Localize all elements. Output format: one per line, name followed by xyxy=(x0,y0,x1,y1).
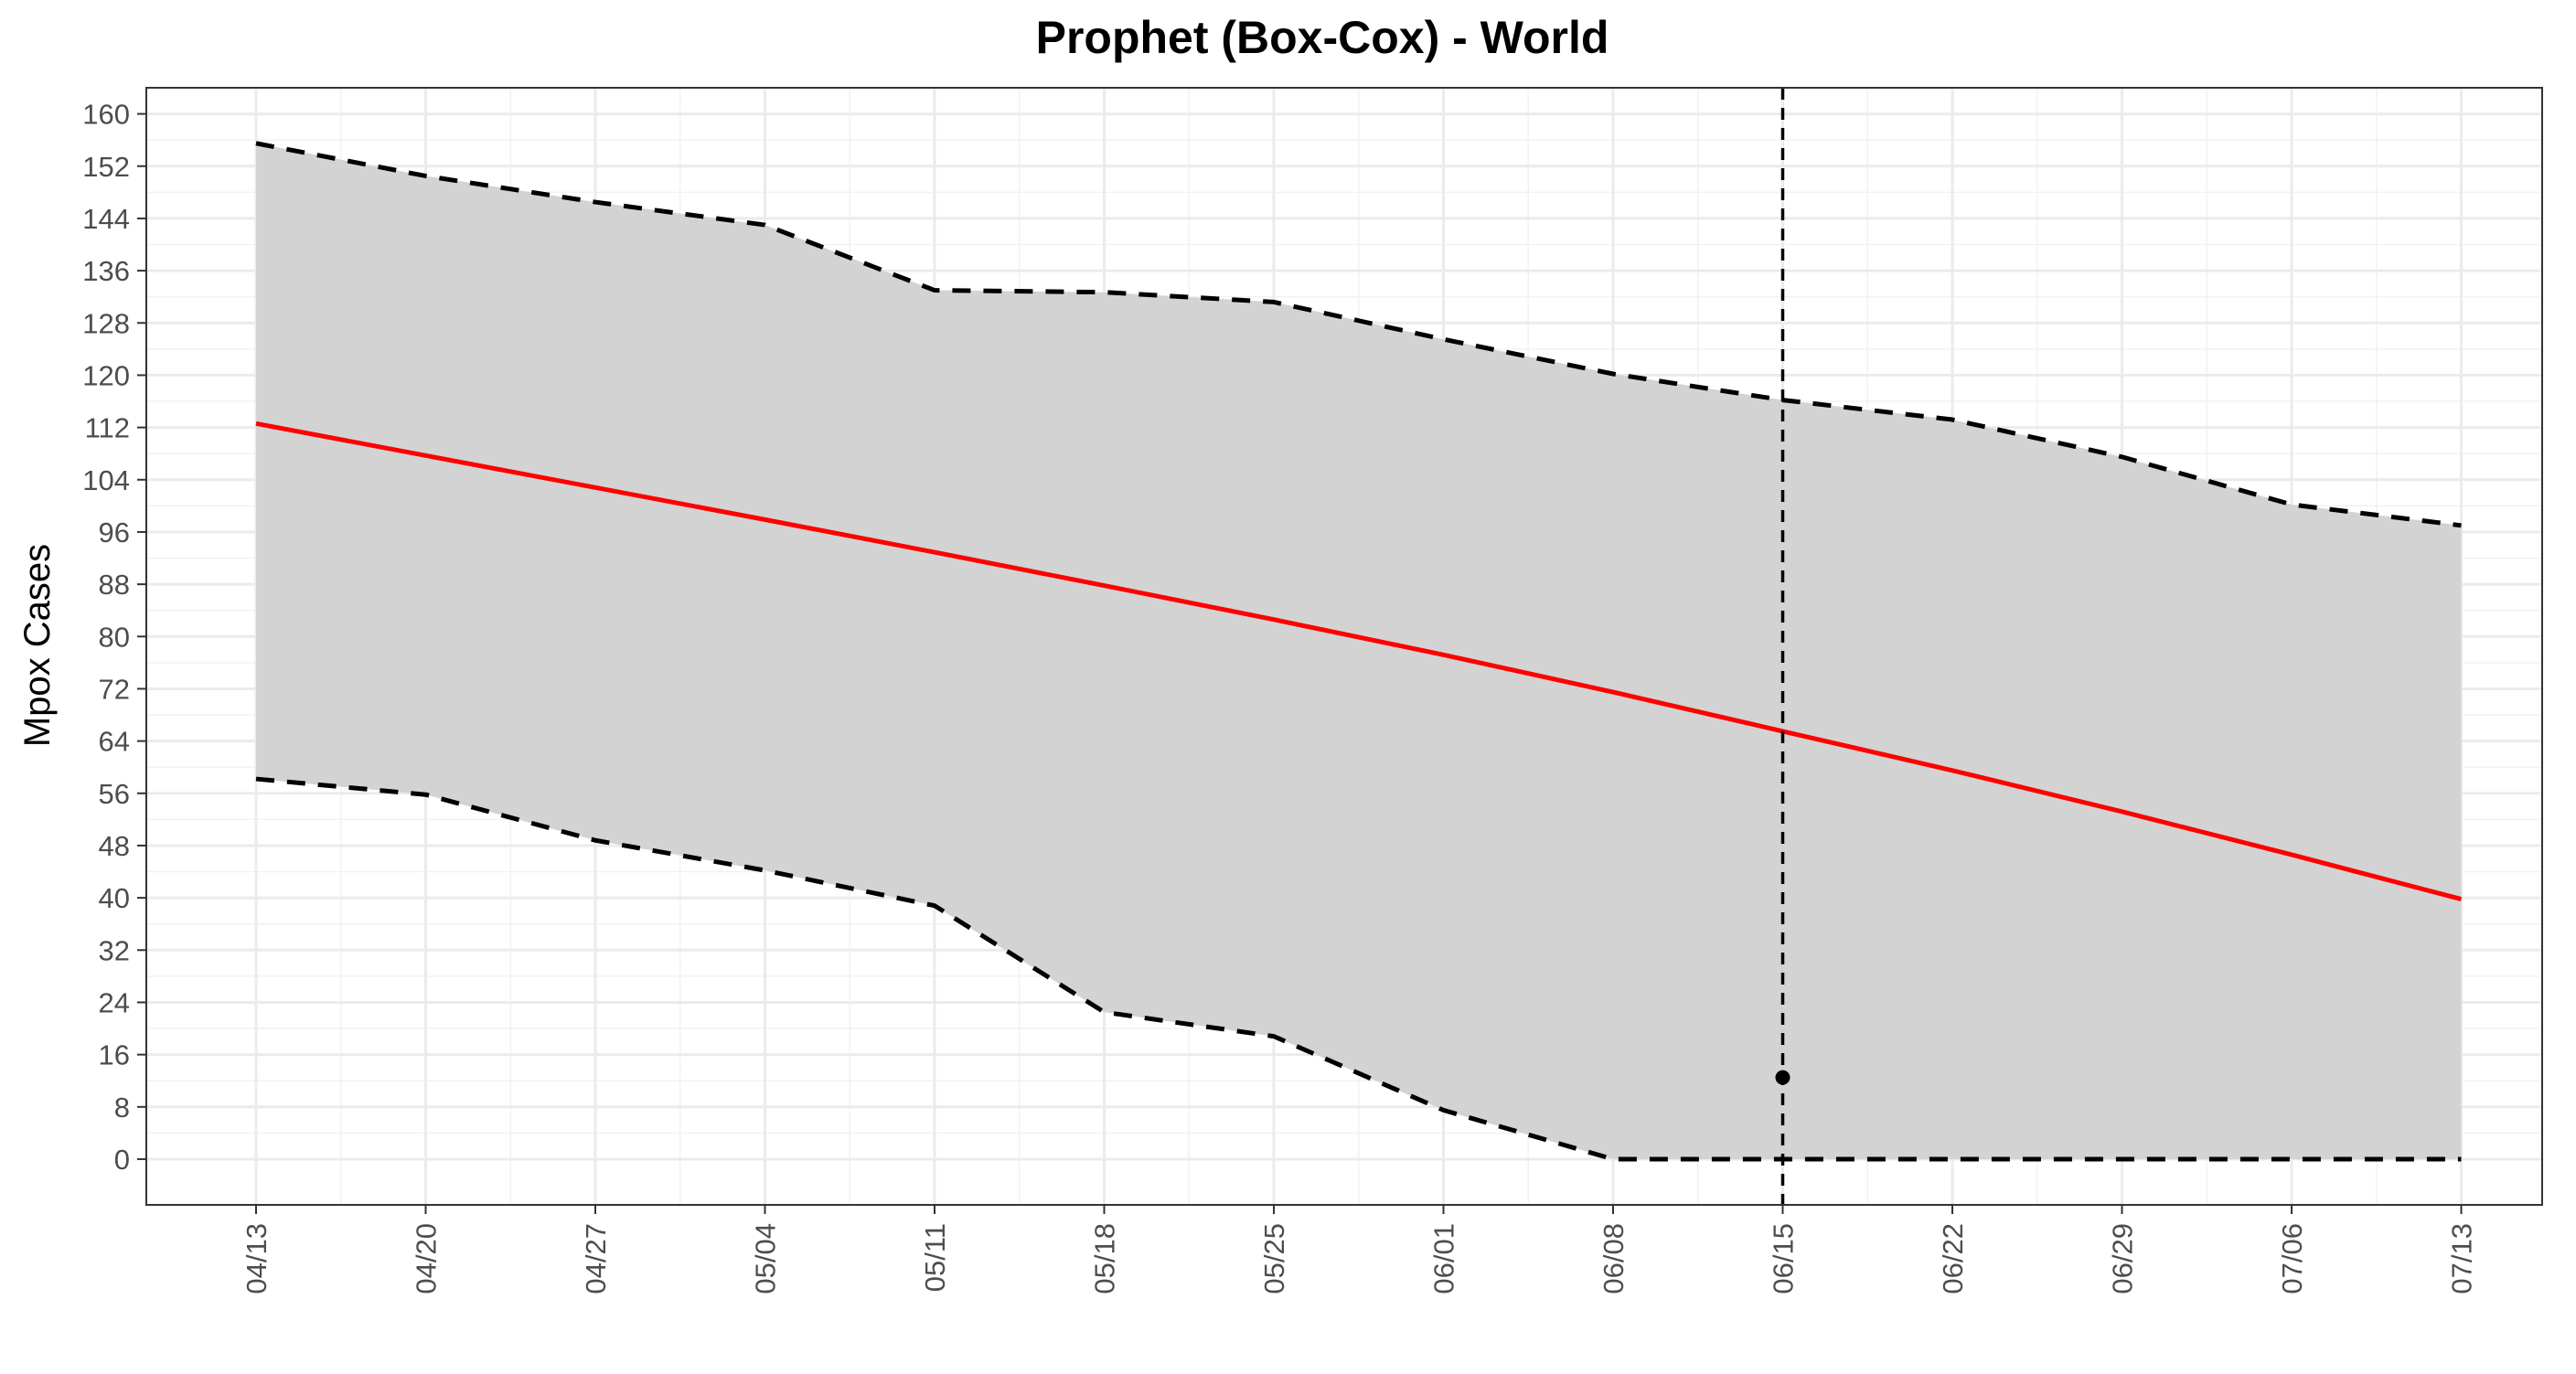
y-tick-label: 88 xyxy=(99,569,130,601)
y-tick-label: 160 xyxy=(82,99,130,131)
y-tick-label: 40 xyxy=(99,882,130,914)
y-tick-label: 8 xyxy=(114,1092,130,1124)
observed-point xyxy=(1775,1070,1790,1085)
y-tick-label: 152 xyxy=(82,151,130,183)
x-tick-label: 06/15 xyxy=(1768,1223,1800,1294)
y-tick-label: 96 xyxy=(99,517,130,549)
x-tick-label: 07/06 xyxy=(2276,1223,2308,1294)
y-tick-label: 24 xyxy=(99,986,130,1018)
plot-border xyxy=(145,87,2543,1206)
upper-bound-line xyxy=(255,141,2462,528)
forecast-line xyxy=(255,421,2463,901)
y-tick-label: 48 xyxy=(99,830,130,862)
x-tick-label: 04/20 xyxy=(411,1223,443,1294)
y-tick-label: 0 xyxy=(114,1144,130,1176)
y-tick-label: 32 xyxy=(99,934,130,966)
x-tick-label: 06/22 xyxy=(1937,1223,1969,1294)
x-tick-label: 04/13 xyxy=(240,1223,273,1294)
x-tick-label: 05/25 xyxy=(1258,1223,1290,1294)
confidence-band xyxy=(256,143,2462,1159)
lower-bound-line xyxy=(255,776,2462,1162)
x-tick-label: 05/11 xyxy=(919,1223,951,1292)
y-tick-label: 112 xyxy=(85,412,130,444)
x-tick-label: 06/29 xyxy=(2107,1223,2139,1294)
y-tick-label: 56 xyxy=(99,778,130,810)
plot-area: 0 8 16 24 32 40 48 56 64 72 80 88 96 104 112 120 128 136 1… xyxy=(82,87,2543,1294)
y-tick-label: 144 xyxy=(82,203,130,235)
y-tick-label: 72 xyxy=(99,673,130,705)
y-tick-label: 104 xyxy=(82,464,130,496)
x-tick-label: 04/27 xyxy=(580,1223,612,1294)
y-tick-label: 120 xyxy=(82,359,130,391)
x-tick-label: 07/13 xyxy=(2446,1223,2478,1294)
y-tick-label: 128 xyxy=(82,307,130,339)
x-tick-label: 05/18 xyxy=(1089,1223,1121,1294)
x-tick-label: 06/01 xyxy=(1428,1223,1460,1294)
chart-title: Prophet (Box-Cox) - World xyxy=(1036,12,1609,63)
y-axis-label: Mpox Cases xyxy=(17,544,58,747)
y-tick-label: 80 xyxy=(99,621,130,653)
x-tick-label: 05/04 xyxy=(750,1223,782,1294)
y-tick-label: 136 xyxy=(82,255,130,287)
y-tick-label: 16 xyxy=(99,1039,130,1071)
y-tick-label: 64 xyxy=(99,726,130,758)
x-tick-label: 06/08 xyxy=(1598,1223,1630,1294)
